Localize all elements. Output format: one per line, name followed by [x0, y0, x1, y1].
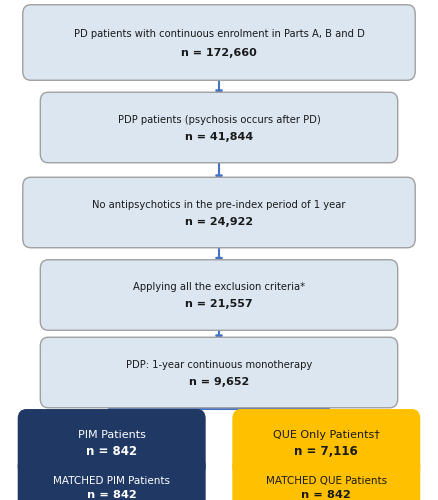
- FancyBboxPatch shape: [23, 4, 415, 80]
- Text: QUE Only Patients†: QUE Only Patients†: [273, 430, 380, 440]
- Text: PIM Patients: PIM Patients: [78, 430, 145, 440]
- Text: n = 7,116: n = 7,116: [294, 444, 358, 458]
- Text: n = 21,557: n = 21,557: [185, 300, 253, 310]
- FancyBboxPatch shape: [40, 260, 398, 330]
- Text: n = 842: n = 842: [86, 444, 137, 458]
- Text: PD patients with continuous enrolment in Parts A, B and D: PD patients with continuous enrolment in…: [74, 29, 364, 39]
- Text: n = 842: n = 842: [87, 490, 137, 500]
- Text: n = 9,652: n = 9,652: [189, 377, 249, 387]
- Text: n = 24,922: n = 24,922: [185, 217, 253, 227]
- FancyBboxPatch shape: [18, 457, 205, 500]
- Text: n = 172,660: n = 172,660: [181, 48, 257, 58]
- Text: Applying all the exclusion criteria*: Applying all the exclusion criteria*: [133, 282, 305, 292]
- FancyBboxPatch shape: [40, 337, 398, 408]
- FancyBboxPatch shape: [233, 457, 420, 500]
- Text: PDP patients (psychosis occurs after PD): PDP patients (psychosis occurs after PD): [118, 114, 320, 124]
- FancyBboxPatch shape: [23, 178, 415, 248]
- FancyBboxPatch shape: [233, 410, 420, 475]
- FancyBboxPatch shape: [40, 92, 398, 163]
- FancyBboxPatch shape: [18, 410, 205, 475]
- Text: PDP: 1-year continuous monotherapy: PDP: 1-year continuous monotherapy: [126, 360, 312, 370]
- Text: MATCHED PIM Patients: MATCHED PIM Patients: [53, 476, 170, 486]
- Text: No antipsychotics in the pre-index period of 1 year: No antipsychotics in the pre-index perio…: [92, 200, 346, 209]
- Text: n = 41,844: n = 41,844: [185, 132, 253, 142]
- Text: MATCHED QUE Patients: MATCHED QUE Patients: [266, 476, 387, 486]
- Text: n = 842: n = 842: [301, 490, 351, 500]
